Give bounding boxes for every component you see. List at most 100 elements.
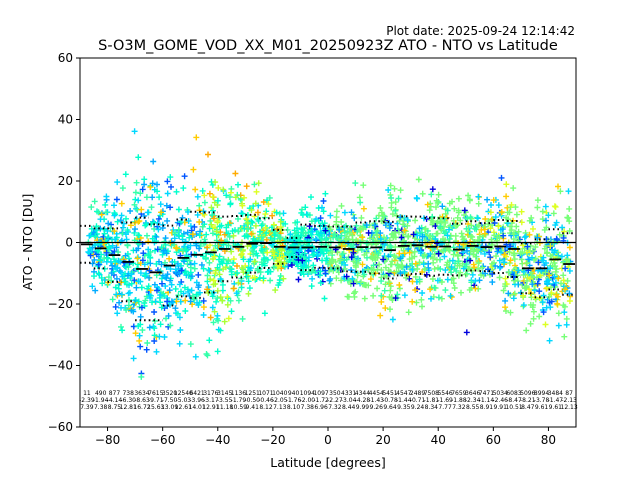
- data-point: [248, 230, 255, 237]
- bin-count-label: 3634: [134, 390, 149, 397]
- data-point: [565, 188, 572, 195]
- data-point: [187, 341, 194, 348]
- data-point: [534, 197, 541, 204]
- data-point: [323, 242, 330, 249]
- data-point: [235, 215, 241, 222]
- data-point: [396, 282, 403, 288]
- data-point: [520, 292, 527, 299]
- data-point: [212, 281, 219, 287]
- data-point: [216, 253, 223, 260]
- data-point: [374, 232, 381, 239]
- data-point: [138, 304, 145, 311]
- data-point: [471, 264, 478, 271]
- data-point: [350, 280, 357, 287]
- data-point: [365, 229, 372, 236]
- data-point: [108, 277, 115, 284]
- data-point: [137, 270, 144, 277]
- bin-std-label: 12.91: [202, 404, 219, 411]
- data-point: [232, 194, 239, 201]
- data-point: [542, 269, 549, 276]
- data-point: [345, 293, 352, 300]
- data-point: [404, 222, 411, 229]
- data-point: [114, 179, 121, 186]
- data-point: [172, 305, 179, 312]
- data-point: [518, 208, 525, 215]
- data-point: [365, 282, 372, 289]
- data-point: [540, 292, 547, 299]
- data-point: [485, 218, 492, 225]
- data-point: [555, 310, 562, 317]
- data-point: [232, 227, 238, 234]
- bin-mean-label: -0.46: [258, 397, 274, 404]
- data-point: [308, 283, 315, 290]
- data-point: [401, 227, 408, 234]
- bin-count-label: 350: [329, 390, 341, 397]
- data-point: [157, 201, 164, 208]
- bin-mean-label: -8.63: [134, 397, 150, 404]
- data-point: [560, 259, 566, 266]
- data-point: [123, 264, 129, 271]
- data-point: [204, 272, 211, 279]
- data-point: [120, 224, 126, 231]
- data-point: [442, 267, 449, 274]
- data-point: [479, 264, 486, 271]
- data-point: [512, 204, 519, 211]
- data-point: [132, 330, 139, 337]
- data-point: [176, 314, 183, 321]
- data-point: [270, 252, 277, 259]
- data-point: [555, 322, 562, 329]
- data-point: [122, 171, 129, 178]
- data-point: [321, 295, 328, 302]
- data-point: [539, 257, 545, 264]
- data-point: [124, 272, 131, 279]
- data-point: [186, 257, 193, 264]
- bin-statistics: [80, 210, 576, 322]
- y-axis-label: ATO - NTO [DU]: [20, 194, 35, 291]
- data-point: [215, 317, 222, 324]
- data-point: [507, 223, 514, 230]
- data-point: [438, 279, 445, 285]
- bin-mean-label: -2.27: [327, 397, 343, 404]
- data-point: [350, 249, 357, 256]
- data-point: [353, 278, 360, 285]
- data-point: [547, 243, 554, 250]
- data-point: [534, 234, 541, 241]
- data-point: [566, 228, 573, 234]
- data-point: [158, 261, 165, 268]
- data-point: [507, 309, 514, 316]
- data-point: [133, 284, 140, 291]
- data-point: [449, 257, 456, 264]
- data-point: [536, 288, 543, 295]
- data-point: [419, 303, 425, 310]
- data-point: [555, 183, 561, 190]
- data-point: [91, 256, 98, 263]
- data-point: [496, 264, 503, 271]
- data-point: [263, 236, 270, 243]
- data-point: [387, 242, 394, 249]
- data-point: [434, 277, 441, 284]
- data-point: [338, 243, 345, 250]
- data-point: [230, 260, 237, 266]
- data-point: [141, 176, 148, 183]
- data-point: [95, 261, 102, 268]
- data-point: [288, 262, 295, 268]
- data-point: [381, 287, 388, 294]
- data-point: [543, 260, 549, 266]
- data-point: [544, 280, 551, 287]
- bin-std-label: 9.91: [494, 404, 508, 411]
- data-point: [259, 246, 266, 253]
- bin-std-label: 12.13: [561, 404, 578, 411]
- data-point: [530, 225, 536, 232]
- bin-count-label: 7508: [424, 390, 439, 397]
- data-point: [123, 231, 129, 238]
- data-point: [235, 297, 242, 304]
- data-point: [547, 304, 554, 311]
- data-point: [536, 313, 543, 320]
- data-point: [528, 214, 535, 221]
- data-point: [118, 269, 125, 276]
- data-point: [215, 256, 222, 263]
- data-point: [180, 290, 187, 297]
- data-point: [189, 231, 196, 238]
- data-point: [113, 291, 120, 298]
- data-point: [203, 231, 210, 238]
